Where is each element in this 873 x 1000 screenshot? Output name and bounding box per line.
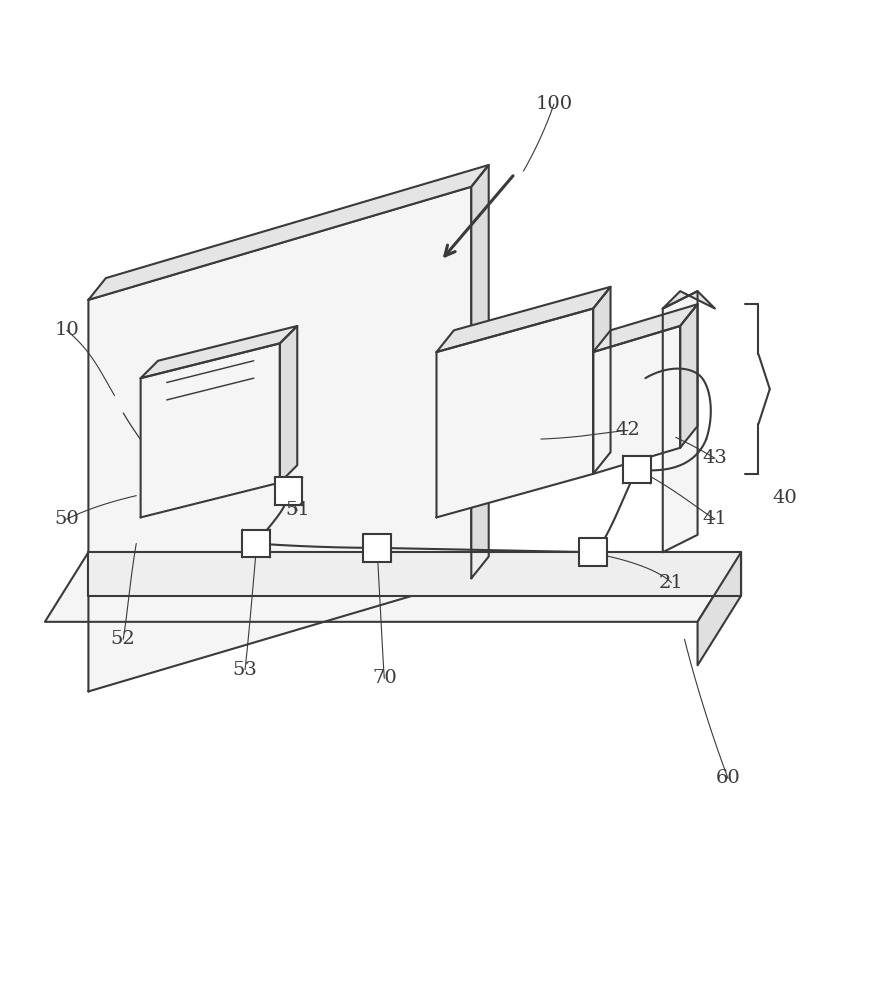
Text: 41: 41 xyxy=(703,510,727,528)
Text: 21: 21 xyxy=(659,574,684,592)
Text: 10: 10 xyxy=(54,321,79,339)
Polygon shape xyxy=(593,326,680,474)
Polygon shape xyxy=(275,477,302,505)
Polygon shape xyxy=(141,326,298,378)
Polygon shape xyxy=(45,552,741,622)
Text: 70: 70 xyxy=(372,669,396,687)
Polygon shape xyxy=(622,456,650,483)
Polygon shape xyxy=(593,287,610,474)
Polygon shape xyxy=(471,165,489,578)
Polygon shape xyxy=(363,534,391,562)
Text: 50: 50 xyxy=(54,510,79,528)
Polygon shape xyxy=(243,530,271,557)
Polygon shape xyxy=(680,304,698,448)
Polygon shape xyxy=(436,309,593,517)
Polygon shape xyxy=(593,304,698,352)
Text: 40: 40 xyxy=(773,489,797,507)
Text: 100: 100 xyxy=(535,95,573,113)
Text: 51: 51 xyxy=(285,501,310,519)
Text: 52: 52 xyxy=(111,630,135,648)
Text: 42: 42 xyxy=(615,421,640,439)
Polygon shape xyxy=(88,552,741,596)
Polygon shape xyxy=(88,187,471,691)
Polygon shape xyxy=(436,287,610,352)
Text: 60: 60 xyxy=(716,769,740,787)
Polygon shape xyxy=(663,291,715,309)
Polygon shape xyxy=(141,343,280,517)
Polygon shape xyxy=(663,291,698,552)
Text: 43: 43 xyxy=(703,449,727,467)
Polygon shape xyxy=(280,326,298,483)
Polygon shape xyxy=(88,165,489,300)
Polygon shape xyxy=(579,538,607,566)
Text: 53: 53 xyxy=(232,661,258,679)
Polygon shape xyxy=(698,552,741,665)
